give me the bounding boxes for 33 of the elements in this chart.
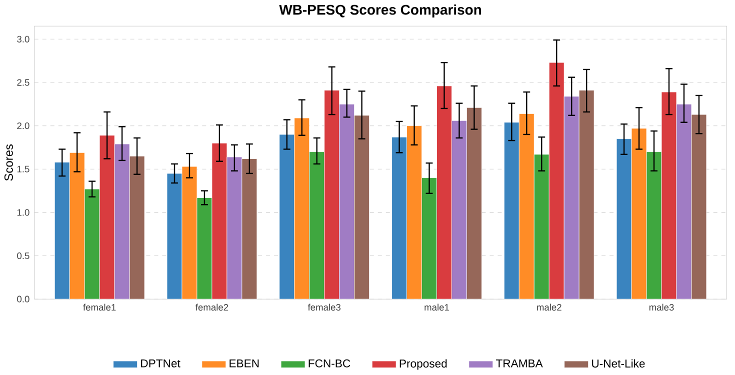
y-tick-label: 0.5 — [17, 252, 30, 260]
y-tick-label: 2.0 — [17, 122, 30, 130]
bar — [294, 118, 310, 300]
x-tick-label: male3 — [649, 304, 674, 311]
y-tick-label: 1.5 — [17, 166, 30, 172]
bar — [69, 152, 85, 300]
y-axis-title: Scores — [4, 144, 13, 181]
bar — [564, 96, 580, 300]
x-tick-label: male1 — [424, 304, 449, 311]
bar — [676, 104, 692, 300]
bar — [339, 104, 355, 300]
bar — [182, 166, 198, 300]
y-tick-label: 3.0 — [17, 36, 30, 43]
bar — [406, 126, 422, 300]
x-tick-label: male2 — [537, 304, 562, 311]
legend-label: EBEN — [230, 360, 259, 368]
legend-label: U-Net-Like — [592, 359, 645, 368]
chart-title: WB-PESQ Scores Comparison — [279, 4, 482, 18]
bar — [226, 156, 242, 300]
bar — [114, 144, 130, 300]
x-tick-label: female3 — [308, 304, 340, 311]
legend-label: TRAMBA — [496, 360, 543, 368]
legend-label: FCN-BC — [308, 360, 350, 368]
legend-label: Proposed — [400, 359, 447, 370]
x-tick-label: female1 — [83, 304, 116, 311]
bar — [452, 120, 467, 300]
y-tick-label: 2.5 — [17, 79, 30, 86]
bar — [518, 114, 534, 300]
y-tick-label: 0.0 — [17, 296, 30, 302]
x-tick-label: female2 — [196, 304, 228, 311]
y-tick-label: 1.0 — [17, 209, 30, 216]
bar — [631, 128, 647, 300]
legend-label: DPTNet — [141, 360, 180, 368]
